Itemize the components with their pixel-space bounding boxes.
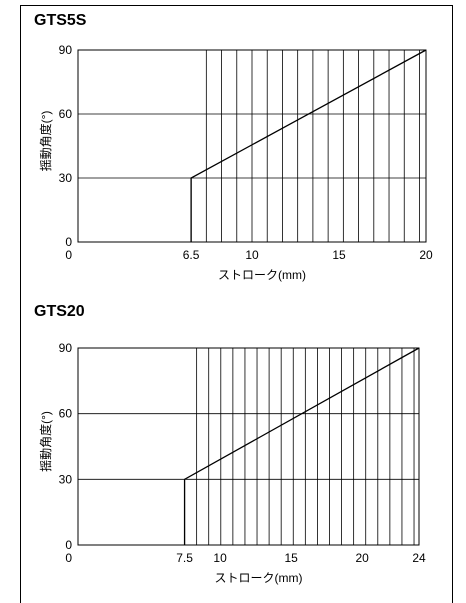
chart-2: 0 30 60 90 0 7.5 10 15 20 24 ストローク(mm) 揺動角度(°) (38, 341, 426, 585)
x-tick-label: 7.5 (176, 551, 193, 565)
y-tick-label: 30 (59, 472, 73, 486)
x-tick-label: 15 (284, 551, 298, 565)
x-tick-label: 10 (245, 248, 259, 262)
series-line (190, 49, 427, 242)
chart-1-title: GTS5S (34, 12, 87, 29)
x-tick-label: 20 (355, 551, 369, 565)
y-tick-label: 30 (59, 171, 73, 185)
plot-frame (77, 49, 427, 243)
y-tick-label: 0 (65, 235, 72, 249)
x-axis-label: ストローク(mm) (215, 571, 303, 585)
x-axis-label: ストローク(mm) (218, 268, 306, 282)
x-tick-label: 6.5 (183, 248, 200, 262)
x-tick-label: 0 (65, 248, 72, 262)
y-tick-label: 60 (59, 107, 73, 121)
x-tick-label: 15 (332, 248, 346, 262)
figure-frame (20, 5, 453, 603)
y-axis-label: 揺動角度(°) (38, 111, 53, 172)
series-line (183, 347, 420, 545)
x-tick-label: 10 (213, 551, 227, 565)
x-tick-label: 20 (419, 248, 433, 262)
chart-1: 0 30 60 90 0 6.5 10 15 20 ストローク(mm) 揺動角度(°) (38, 43, 433, 282)
y-tick-label: 90 (59, 341, 73, 355)
y-tick-label: 60 (59, 407, 73, 421)
y-tick-label: 90 (59, 43, 73, 57)
chart-2-title: GTS20 (34, 303, 85, 320)
y-tick-label: 0 (65, 538, 72, 552)
y-axis-label: 揺動角度(°) (38, 411, 53, 472)
x-tick-label: 0 (65, 551, 72, 565)
plot-frame (77, 347, 420, 546)
x-tick-label: 24 (412, 551, 426, 565)
